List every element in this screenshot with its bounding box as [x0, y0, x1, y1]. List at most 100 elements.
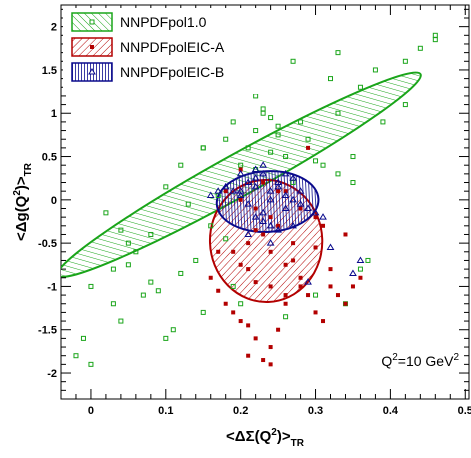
point-series-1 [313, 292, 319, 298]
point-series-2 [283, 301, 288, 306]
point-series-2 [328, 267, 333, 272]
point-series-1 [80, 335, 86, 341]
point-series-3 [356, 256, 365, 263]
point-series-1 [155, 288, 161, 294]
point-series-3 [296, 187, 305, 194]
point-series-2 [283, 262, 288, 267]
point-series-1 [357, 84, 363, 90]
point-series-2 [268, 215, 273, 220]
axis-frame [60, 4, 470, 400]
point-series-3 [244, 230, 253, 237]
point-series-1 [103, 210, 109, 216]
point-series-2 [276, 189, 281, 194]
point-series-2 [343, 232, 348, 237]
point-series-2 [238, 167, 243, 172]
y-tick-label: 2 [51, 22, 57, 34]
point-series-2 [343, 301, 348, 306]
point-series-3 [251, 182, 260, 190]
x-tick-label: 0.3 [308, 405, 323, 417]
point-series-2 [268, 284, 273, 289]
point-series-2 [238, 319, 243, 324]
point-series-3 [266, 239, 275, 246]
point-series-3 [266, 221, 275, 229]
point-series-1 [328, 76, 334, 82]
point-series-1 [88, 361, 94, 367]
point-series-1 [275, 123, 281, 129]
point-series-1 [178, 162, 184, 168]
point-series-1 [178, 270, 184, 276]
point-series-1 [402, 58, 408, 64]
point-series-2 [306, 145, 311, 150]
point-series-1 [290, 58, 296, 64]
point-series-2 [313, 310, 318, 315]
point-series-1 [260, 110, 266, 116]
y-tick-label: -2 [47, 368, 57, 380]
point-series-3 [251, 213, 260, 220]
point-series-3 [304, 278, 312, 285]
x-tick-label: 0.4 [383, 405, 399, 417]
point-series-1 [402, 102, 408, 108]
point-series-1 [320, 162, 326, 168]
point-series-1 [238, 301, 244, 307]
point-series-1 [432, 32, 438, 38]
point-series-1 [283, 314, 289, 320]
point-series-3 [236, 169, 245, 177]
point-series-1 [118, 318, 124, 324]
point-series-3 [319, 213, 327, 220]
point-series-2 [268, 249, 273, 254]
point-series-2 [335, 293, 340, 298]
plot-frame [60, 4, 470, 400]
point-series-1 [335, 171, 341, 177]
point-series-2 [253, 280, 258, 285]
point-series-2 [238, 262, 243, 267]
point-series-3 [326, 243, 335, 250]
point-series-1 [200, 145, 206, 151]
point-series-2 [276, 223, 281, 228]
point-series-2 [358, 275, 363, 280]
point-series-2 [298, 284, 303, 289]
point-series-3 [274, 182, 282, 190]
point-series-3 [259, 208, 268, 216]
point-series-3 [259, 217, 268, 224]
point-series-1 [260, 106, 266, 112]
point-series-1 [432, 37, 438, 43]
point-series-3 [266, 187, 275, 194]
x-tick-label: 0.2 [233, 405, 248, 417]
point-series-1 [268, 115, 274, 121]
point-series-1 [335, 110, 341, 116]
point-series-1 [417, 45, 423, 51]
point-series-2 [268, 345, 273, 350]
point-series-2 [306, 293, 311, 298]
scatter-points [73, 32, 438, 367]
point-series-3 [266, 195, 275, 203]
point-series-3 [274, 226, 282, 233]
point-series-2 [298, 206, 303, 211]
point-series-1 [200, 145, 206, 151]
point-series-1 [125, 262, 131, 268]
point-series-1 [335, 50, 341, 56]
point-series-3 [259, 169, 268, 177]
point-series-1 [298, 119, 304, 125]
y-tick-label: -1 [47, 281, 57, 293]
point-series-1 [148, 279, 154, 285]
legend-label-1: NNPDFpol1.0 [120, 14, 207, 30]
point-series-1 [253, 93, 259, 99]
point-series-2 [283, 293, 288, 298]
point-series-2 [350, 284, 355, 289]
y-tick-label: 0.5 [42, 152, 57, 164]
point-series-1 [275, 132, 281, 138]
point-series-1 [283, 154, 289, 160]
point-series-1 [230, 283, 236, 289]
point-series-1 [193, 257, 199, 263]
y-tick-label: 0 [51, 195, 57, 207]
point-series-2 [283, 189, 288, 194]
point-series-2 [268, 362, 273, 367]
point-series-2 [216, 249, 221, 254]
point-series-1 [357, 266, 363, 272]
point-series-2 [231, 249, 236, 254]
point-series-1 [140, 292, 146, 298]
x-tick-label: 0.5 [458, 405, 471, 417]
point-series-3 [244, 200, 253, 207]
point-series-2 [238, 197, 243, 202]
